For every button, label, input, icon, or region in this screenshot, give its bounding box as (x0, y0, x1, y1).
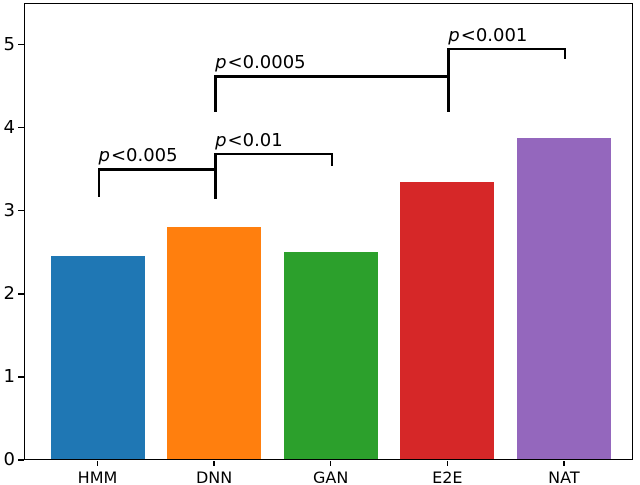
y-tick-mark (18, 43, 24, 46)
x-tick-mark (213, 461, 215, 466)
significance-bracket-right-tick (447, 75, 450, 112)
bar-gan (283, 252, 378, 459)
x-tick-label: E2E (432, 468, 463, 485)
x-tick-mark (96, 461, 99, 466)
significance-bracket-right-tick (330, 152, 334, 166)
significance-bracket-bar (214, 152, 334, 156)
p-value-label: p<0.001 (448, 24, 528, 46)
y-tick-label: 0 (3, 449, 15, 470)
bar-hmm (50, 255, 145, 459)
bar-dnn (167, 226, 262, 459)
bar-e2e (400, 182, 495, 459)
x-tick-mark (329, 461, 332, 466)
y-tick-label: 3 (3, 199, 15, 221)
y-tick-label: 2 (3, 282, 15, 304)
p-value-label: p<0.0005 (215, 52, 306, 74)
y-tick-mark (18, 459, 24, 461)
x-tick-label: NAT (548, 468, 580, 485)
bar-nat (516, 138, 611, 459)
x-tick-mark (563, 461, 565, 466)
x-tick-label: GAN (313, 468, 349, 485)
y-tick-mark (18, 126, 24, 129)
p-value-label: p<0.01 (215, 129, 283, 151)
y-tick-label: 4 (3, 116, 15, 138)
p-value-label: p<0.005 (98, 145, 178, 167)
y-tick-mark (18, 293, 24, 295)
significance-bracket-left-tick (214, 152, 217, 200)
significance-bracket-left-tick (447, 47, 450, 78)
significance-bracket-bar (447, 47, 567, 51)
y-tick-mark (18, 209, 24, 212)
significance-bracket-left-tick (97, 168, 101, 198)
y-tick-label: 1 (3, 365, 15, 387)
x-tick-mark (446, 461, 449, 466)
significance-bracket-right-tick (563, 47, 567, 59)
significance-bracket-bar (214, 75, 450, 78)
x-tick-label: DNN (195, 468, 233, 485)
significance-bracket-left-tick (214, 75, 217, 112)
y-tick-label: 5 (3, 33, 15, 55)
x-tick-label: HMM (77, 468, 118, 485)
significance-bracket-bar (97, 168, 217, 171)
y-tick-mark (18, 376, 24, 378)
